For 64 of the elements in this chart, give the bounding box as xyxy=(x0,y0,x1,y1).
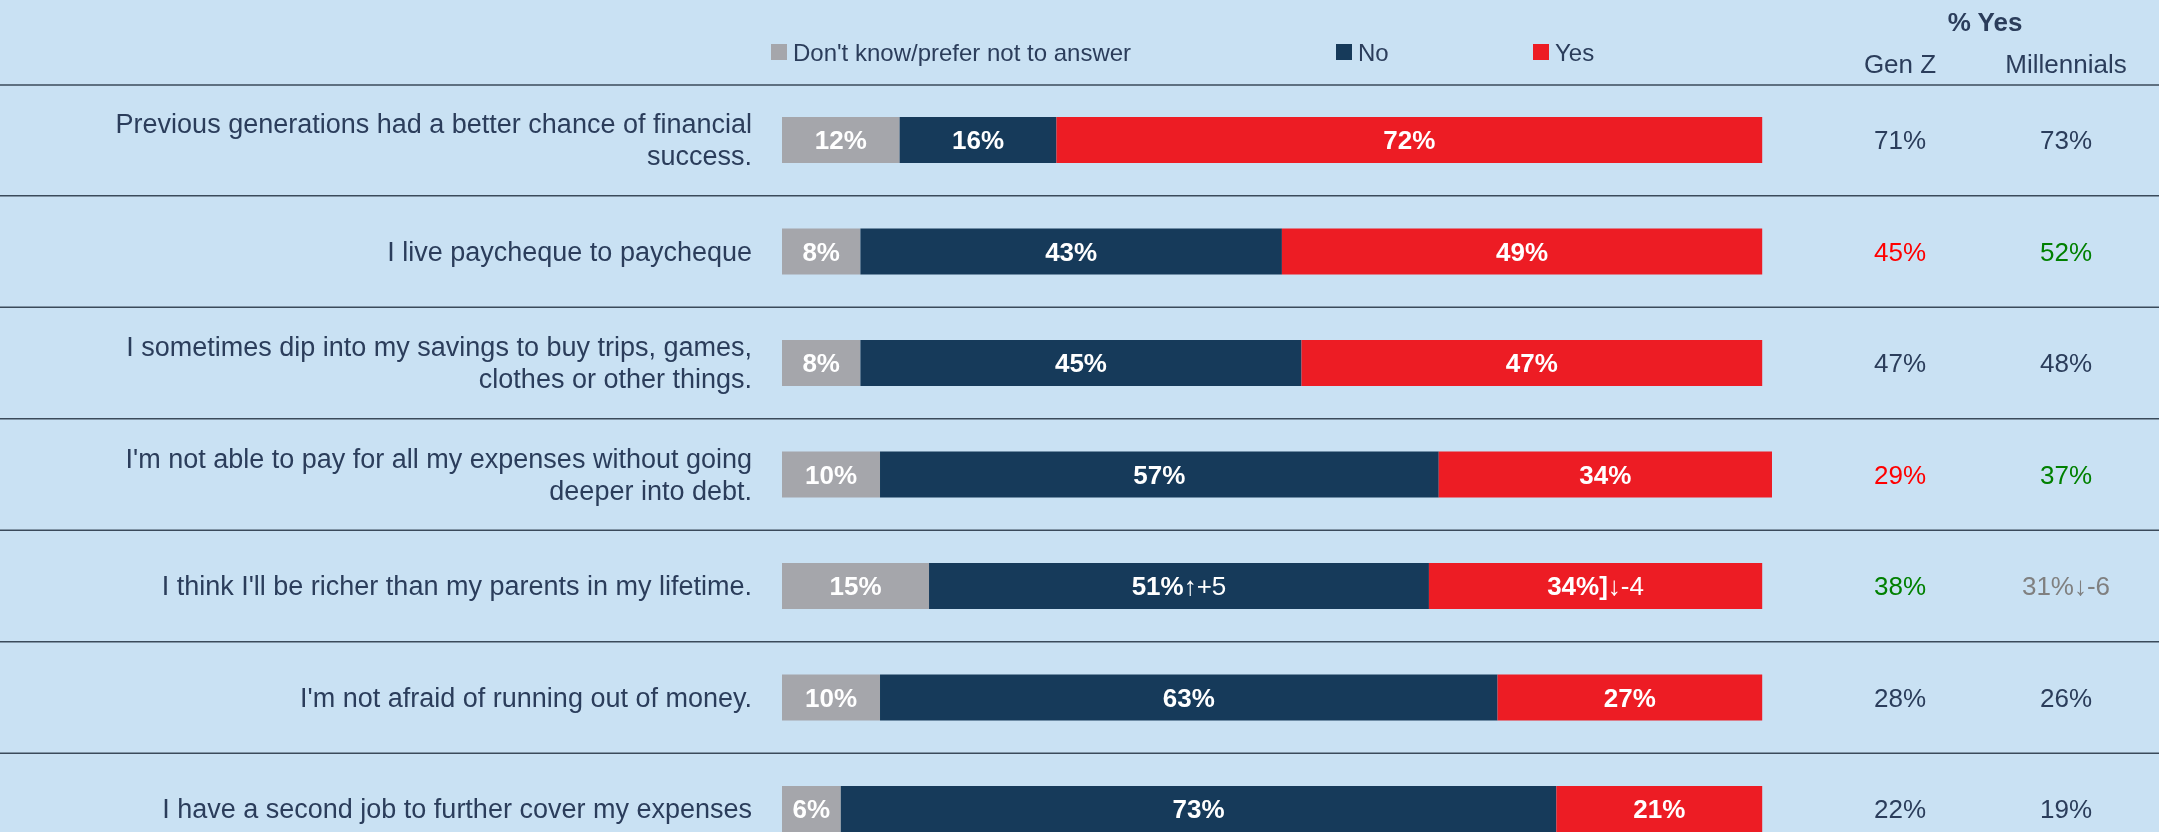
bar xyxy=(860,340,1302,386)
bar xyxy=(929,563,1429,609)
data-label: 34% xyxy=(1579,459,1632,490)
data-label: 16% xyxy=(952,125,1005,155)
y-tick-label: I'm not afraid of running out of money. xyxy=(300,682,752,713)
data-label: 12% xyxy=(814,125,867,155)
bar xyxy=(1428,563,1763,609)
text: 22% xyxy=(1873,794,1927,824)
bar xyxy=(840,786,1557,832)
text: 71% xyxy=(1873,125,1927,155)
y-tick-label: I have a second job to further cover my expenses xyxy=(162,794,752,824)
data-label: 73% xyxy=(1172,794,1225,824)
bar xyxy=(1438,451,1772,498)
data-label: 15% xyxy=(829,571,882,601)
text: 52% xyxy=(2039,236,2093,267)
data-label: 63% xyxy=(1162,682,1215,713)
text: 37% xyxy=(2039,459,2093,490)
bar xyxy=(1056,117,1763,163)
y-tick-label: I'm not able to pay for all my expenses without going deeper into debt. xyxy=(125,443,752,506)
data-label: 45% xyxy=(1054,348,1107,378)
text: 45% xyxy=(1873,236,1927,267)
data-label: 21% xyxy=(1633,794,1686,824)
bar xyxy=(1281,228,1763,275)
bar xyxy=(1497,674,1763,721)
data-label: 34%]↓-4 xyxy=(1547,571,1644,601)
text: 19% xyxy=(2039,794,2093,824)
text: Gen Z xyxy=(1863,49,1937,79)
text: 29% xyxy=(1873,459,1927,490)
text: 47% xyxy=(1873,348,1927,378)
text: 73% xyxy=(2039,125,2093,155)
bar xyxy=(782,117,900,163)
data-label: 10% xyxy=(804,459,858,490)
text: % Yes xyxy=(1947,7,2023,37)
legend-label: Don't know/prefer not to answer xyxy=(793,38,1132,66)
data-label: 49% xyxy=(1496,236,1549,267)
bar xyxy=(1301,340,1763,386)
text: Millennials xyxy=(2005,49,2127,79)
text: 48% xyxy=(2039,348,2093,378)
legend-label: No xyxy=(1358,38,1389,66)
y-tick-label: I think I'll be richer than my parents in my lifetime. xyxy=(161,571,752,601)
y-tick-label: I sometimes dip into my savings to buy trips, games, clothes or other things. xyxy=(126,332,752,394)
data-label: 6% xyxy=(792,794,831,824)
legend-label: Yes xyxy=(1555,38,1595,66)
text: 38% xyxy=(1873,571,1927,601)
bar xyxy=(899,117,1057,163)
data-label: 10% xyxy=(804,682,858,713)
y-tick-label: Previous generations had a better chance of financial success. xyxy=(115,109,752,171)
text: 26% xyxy=(2039,682,2093,713)
text: 31%↓-6 xyxy=(2021,571,2111,601)
data-label: 8% xyxy=(802,348,840,378)
bar xyxy=(1556,786,1763,832)
data-label: 47% xyxy=(1505,348,1558,378)
y-tick-label: I live paycheque to paycheque xyxy=(387,236,752,267)
data-label: 72% xyxy=(1383,125,1436,155)
bar xyxy=(860,228,1282,275)
bar xyxy=(880,674,1498,721)
bar xyxy=(880,451,1439,498)
data-label: 51%↑+5 xyxy=(1131,571,1227,601)
data-label: 27% xyxy=(1603,682,1656,713)
data-label: 43% xyxy=(1045,236,1098,267)
data-label: 8% xyxy=(802,236,840,267)
data-label: 57% xyxy=(1133,459,1186,490)
bar xyxy=(782,563,930,609)
text: 28% xyxy=(1873,682,1927,713)
